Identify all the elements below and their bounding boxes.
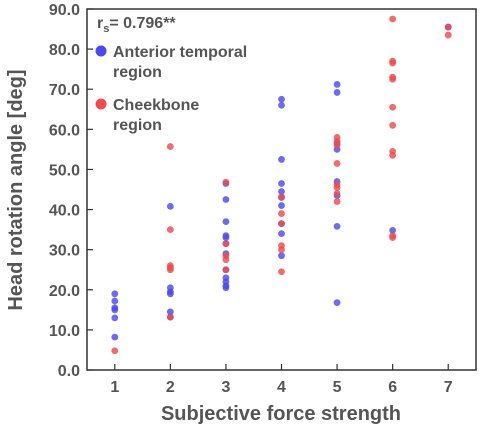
anterior-temporal-point xyxy=(278,188,285,195)
anterior-temporal-point xyxy=(278,101,285,109)
anterior-temporal-point xyxy=(222,196,230,203)
anterior-temporal-point xyxy=(278,252,285,260)
anterior-temporal-point xyxy=(333,81,341,88)
cheekbone-point xyxy=(389,59,397,67)
cheekbone-point xyxy=(389,75,397,83)
anterior-temporal-point xyxy=(222,234,230,242)
y-tick-label: 50.0 xyxy=(49,162,80,179)
cheekbone-point xyxy=(222,178,230,186)
legend-label-cheekbone: Cheekbone region xyxy=(113,97,199,134)
x-tick-label: 6 xyxy=(388,379,397,396)
cheekbone-point xyxy=(222,256,230,264)
y-tick-label: 40.0 xyxy=(49,203,80,220)
anterior-temporal-point xyxy=(111,333,119,341)
anterior-temporal-point xyxy=(333,89,341,96)
cheekbone-point xyxy=(333,141,341,149)
axis-ticks: 1 2 3 4 5 6 70.010.020.030.040.050.060.070.080… xyxy=(49,2,453,396)
cheekbone-point xyxy=(278,220,285,227)
cheekbone-point xyxy=(166,266,174,274)
y-tick-label: 90.0 xyxy=(49,2,80,19)
x-axis-title: Subjective force strength xyxy=(161,403,401,425)
cheekbone-point xyxy=(333,190,341,197)
cheekbone-point xyxy=(333,160,341,167)
legend-marker-anterior-temporal xyxy=(95,45,107,57)
anterior-temporal-point xyxy=(222,218,230,225)
legend-marker-cheekbone xyxy=(95,98,107,110)
y-tick-label: 80.0 xyxy=(49,42,80,59)
cheekbone-point xyxy=(333,198,341,205)
correlation-annotation: rs= 0.796** xyxy=(97,15,176,35)
anterior-temporal-point xyxy=(278,180,285,187)
legend: Anterior temporal region Cheekbone region xyxy=(95,44,247,134)
x-tick-label: 3 xyxy=(221,379,230,396)
y-tick-label: 20.0 xyxy=(49,283,80,300)
anterior-temporal-point xyxy=(389,227,397,234)
cheekbone-point xyxy=(222,266,230,274)
cheekbone-point xyxy=(389,121,397,129)
cheekbone-point xyxy=(278,246,285,254)
cheekbone-point xyxy=(166,313,174,321)
anterior-temporal-point xyxy=(166,290,174,298)
data-points xyxy=(111,15,452,355)
anterior-temporal-point xyxy=(166,308,174,316)
cheekbone-point xyxy=(278,193,285,201)
cheekbone-point xyxy=(278,268,285,276)
x-tick-label: 2 xyxy=(166,379,175,396)
anterior-temporal-point xyxy=(333,223,341,230)
x-tick-label: 5 xyxy=(333,379,342,396)
cheekbone-point xyxy=(444,23,452,31)
cheekbone-point xyxy=(389,15,397,23)
anterior-temporal-point xyxy=(111,297,119,305)
anterior-temporal-point xyxy=(111,306,119,314)
legend-label-anterior-temporal: Anterior temporal region xyxy=(113,44,247,81)
y-tick-label: 70.0 xyxy=(49,82,80,99)
cheekbone-point xyxy=(111,347,119,355)
anterior-temporal-point xyxy=(111,290,119,298)
cheekbone-point xyxy=(278,210,285,217)
anterior-temporal-point xyxy=(333,299,341,307)
anterior-temporal-point xyxy=(278,202,285,209)
anterior-temporal-point xyxy=(222,284,230,292)
cheekbone-point xyxy=(222,240,230,248)
cheekbone-point xyxy=(444,31,452,39)
anterior-temporal-point xyxy=(166,202,174,210)
anterior-temporal-point xyxy=(278,230,285,238)
x-tick-label: 7 xyxy=(444,379,453,396)
x-tick-label: 1 xyxy=(110,379,119,396)
anterior-temporal-point xyxy=(278,156,285,163)
y-tick-label: 0.0 xyxy=(58,363,80,380)
cheekbone-point xyxy=(166,226,174,234)
x-tick-label: 4 xyxy=(277,379,286,396)
y-tick-label: 10.0 xyxy=(49,323,80,340)
y-axis-title: Head rotation angle [deg] xyxy=(5,69,27,310)
anterior-temporal-point xyxy=(111,314,119,322)
y-tick-label: 30.0 xyxy=(49,243,80,260)
cheekbone-point xyxy=(389,152,397,159)
cheekbone-point xyxy=(333,184,341,191)
cheekbone-point xyxy=(166,143,174,150)
cheekbone-point xyxy=(389,234,397,242)
anterior-temporal-point xyxy=(278,95,285,103)
y-tick-label: 60.0 xyxy=(49,122,80,139)
cheekbone-point xyxy=(389,103,397,111)
